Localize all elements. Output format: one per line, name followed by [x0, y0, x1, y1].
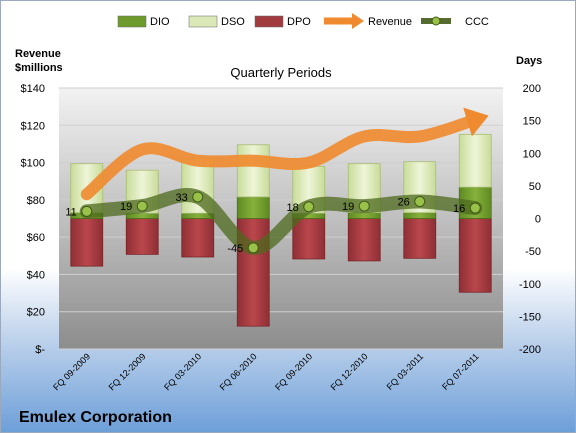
- dot-icon: [431, 16, 441, 26]
- dpo-bar: [403, 218, 437, 259]
- right-tick-label: -50: [525, 246, 541, 258]
- company-name: Emulex Corporation: [19, 409, 172, 426]
- x-tick-label: FQ 06-2010: [218, 351, 259, 392]
- legend-label: Revenue: [368, 16, 412, 28]
- arrow-right-icon: [352, 13, 364, 29]
- dpo-bar: [458, 218, 492, 293]
- right-tick-label: -200: [519, 344, 541, 356]
- dio-bar: [236, 196, 270, 219]
- left-tick-label: $120: [21, 120, 45, 132]
- left-axis-label-line: $millions: [15, 62, 63, 74]
- right-axis-ticks: 200 150 100 50 0 -50 -100 -150 -200: [519, 83, 541, 356]
- ccc-data-label: 11: [65, 206, 76, 218]
- right-tick-label: -100: [519, 279, 541, 291]
- left-tick-label: $-: [35, 344, 45, 356]
- legend-label: CCC: [465, 16, 489, 28]
- ccc-data-label: 26: [398, 197, 410, 209]
- left-tick-label: $60: [27, 232, 45, 244]
- ccc-point: [414, 196, 426, 208]
- x-tick-label: FQ 09-2009: [51, 351, 92, 392]
- legend-item-dpo: DPO: [254, 15, 311, 28]
- chart-title: Quarterly Periods: [230, 65, 332, 80]
- legend-item-ccc: CCC: [421, 16, 489, 28]
- ccc-data-label: 16: [453, 203, 465, 215]
- legend-label: DPO: [287, 16, 311, 28]
- revenue-arrowhead: [463, 107, 489, 137]
- dpo-bar: [292, 218, 326, 260]
- x-tick-label: FQ 03-2011: [385, 351, 426, 392]
- ccc-data-label: -45: [227, 243, 243, 255]
- dpo-swatch-icon: [254, 15, 284, 28]
- legend-label: DIO: [150, 16, 170, 28]
- ccc-point: [247, 242, 259, 254]
- revenue-line: [80, 113, 482, 201]
- right-tick-label: 0: [535, 214, 541, 226]
- dso-swatch-icon: [188, 15, 218, 28]
- legend-item-dio: DIO: [117, 15, 170, 28]
- line-series: 11 19 33 -45 18 19 26 16: [65, 107, 489, 255]
- legend: DIO DSO DPO Revenue CCC: [117, 13, 489, 29]
- left-tick-label: $140: [21, 83, 45, 95]
- right-tick-label: 200: [523, 83, 541, 95]
- bar-series: [70, 133, 492, 327]
- ccc-point: [358, 200, 370, 212]
- right-tick-label: 50: [529, 181, 541, 193]
- x-tick-label: FQ 09-2010: [273, 351, 314, 392]
- dpo-bar: [70, 218, 104, 267]
- ccc-line: [79, 188, 483, 255]
- x-axis-ticks: FQ 09-2009 FQ 12-2009 FQ 03-2010 FQ 06-2010…: [51, 351, 481, 392]
- left-axis-ticks: $140 $120 $100 $80 $60 $40 $20 $-: [21, 83, 46, 356]
- left-tick-label: $100: [21, 158, 45, 170]
- left-tick-label: $40: [27, 269, 45, 281]
- right-tick-label: 100: [523, 148, 541, 160]
- x-tick-label: FQ 12-2010: [329, 351, 370, 392]
- right-tick-label: 150: [523, 116, 541, 128]
- ccc-point: [136, 200, 148, 212]
- x-tick-label: FQ 07-2011: [440, 351, 481, 392]
- left-axis-label-line: Revenue: [15, 48, 61, 60]
- dpo-bar: [125, 218, 159, 255]
- dso-bar: [236, 144, 270, 198]
- ccc-data-label: 33: [176, 192, 188, 204]
- dio-bar: [347, 212, 381, 219]
- ccc-point: [81, 205, 93, 217]
- legend-item-revenue: Revenue: [324, 13, 412, 29]
- right-axis-label: Days: [516, 55, 542, 67]
- legend-label: DSO: [221, 16, 245, 28]
- left-tick-label: $80: [27, 195, 45, 207]
- dso-bar: [458, 133, 492, 188]
- left-tick-label: $20: [27, 307, 45, 319]
- left-axis-label: Revenue $millions: [15, 48, 63, 74]
- x-tick-label: FQ 12-2009: [107, 351, 148, 392]
- ccc-data-label: 19: [120, 201, 132, 213]
- dpo-bar: [347, 218, 381, 262]
- dio-swatch-icon: [117, 15, 147, 28]
- ccc-data-label: 19: [342, 201, 354, 213]
- ccc-point: [192, 191, 204, 203]
- right-tick-label: -150: [519, 311, 541, 323]
- dpo-bar: [181, 218, 215, 258]
- dio-bar: [403, 212, 437, 219]
- ccc-point: [469, 202, 481, 214]
- x-tick-label: FQ 03-2010: [162, 351, 203, 392]
- ccc-data-label: 18: [287, 202, 299, 214]
- ccc-point: [303, 201, 315, 213]
- legend-item-dso: DSO: [188, 15, 245, 28]
